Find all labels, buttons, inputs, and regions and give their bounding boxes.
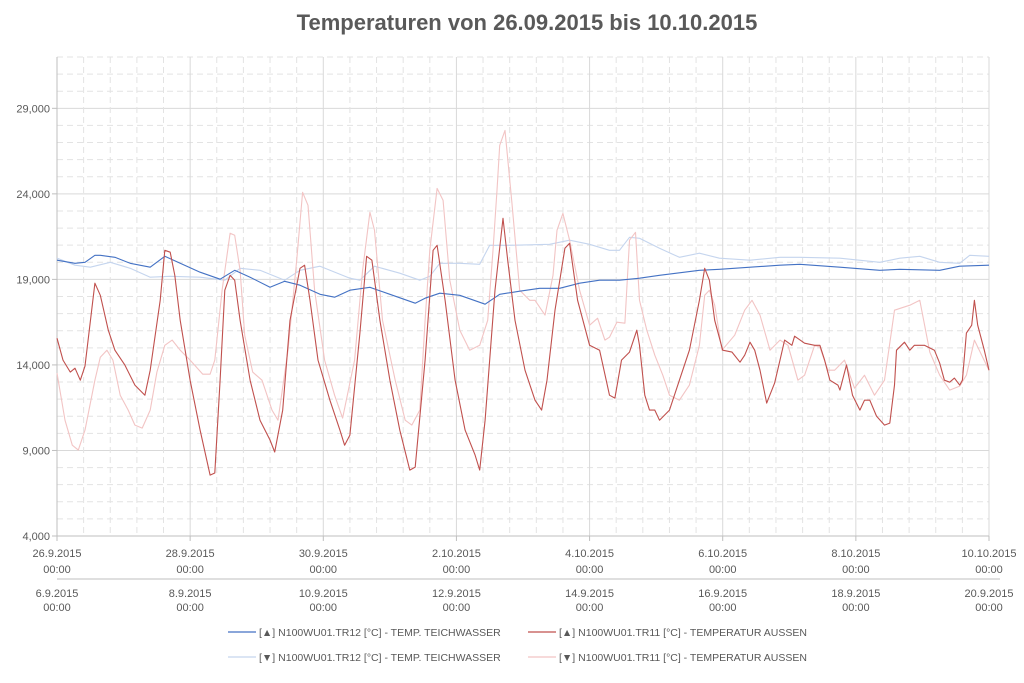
x-tick-time: 00:00 [709, 564, 737, 576]
legend-label: [▼] N100WU01.TR11 [°C] - TEMPERATUR AUSS… [559, 652, 807, 664]
secondary-x-tick-date: 10.9.2015 [299, 588, 348, 600]
y-tick-label: 19,000 [16, 274, 50, 286]
y-tick-label: 9,000 [22, 445, 50, 457]
x-tick-date: 4.10.2015 [565, 548, 614, 560]
series-line-2 [56, 254, 990, 305]
x-tick-time: 00:00 [176, 564, 204, 576]
x-tick-date: 6.10.2015 [698, 548, 747, 560]
y-tick-label: 24,000 [16, 189, 50, 201]
chart-title: Temperaturen von 26.09.2015 bis 10.10.20… [297, 10, 758, 35]
secondary-x-tick-date: 18.9.2015 [831, 588, 880, 600]
x-tick-time: 00:00 [43, 564, 71, 576]
y-tick-label: 14,000 [16, 360, 50, 372]
series-line-3 [56, 217, 990, 476]
legend: [▲] N100WU01.TR12 [°C] - TEMP. TEICHWASS… [228, 627, 807, 664]
series-layer [56, 129, 990, 476]
x-tick-date: 10.10.2015 [961, 548, 1016, 560]
secondary-x-tick-time: 00:00 [310, 602, 338, 614]
secondary-x-tick-time: 00:00 [43, 602, 71, 614]
y-tick-label: 4,000 [22, 531, 50, 543]
series-line-1 [56, 129, 990, 451]
secondary-x-tick-time: 00:00 [709, 602, 737, 614]
secondary-x-tick-date: 16.9.2015 [698, 588, 747, 600]
legend-label: [▼] N100WU01.TR12 [°C] - TEMP. TEICHWASS… [259, 652, 501, 664]
secondary-x-tick-time: 00:00 [842, 602, 870, 614]
secondary-x-tick-time: 00:00 [443, 602, 471, 614]
secondary-x-tick-date: 6.9.2015 [36, 588, 79, 600]
secondary-x-tick-time: 00:00 [576, 602, 604, 614]
x-tick-time: 00:00 [443, 564, 471, 576]
secondary-x-tick-date: 12.9.2015 [432, 588, 481, 600]
x-tick-date: 30.9.2015 [299, 548, 348, 560]
legend-label: [▲] N100WU01.TR11 [°C] - TEMPERATUR AUSS… [559, 627, 807, 639]
secondary-x-tick-date: 8.9.2015 [169, 588, 212, 600]
secondary-x-tick-date: 14.9.2015 [565, 588, 614, 600]
axes: 4,000 9,000 14,000 19,000 24,000 29,000 26.9.2… [16, 57, 1017, 614]
x-tick-date: 28.9.2015 [166, 548, 215, 560]
secondary-x-tick-date: 20.9.2015 [965, 588, 1014, 600]
secondary-x-tick-time: 00:00 [176, 602, 204, 614]
x-tick-time: 00:00 [842, 564, 870, 576]
series-line-0 [56, 236, 990, 281]
x-tick-time: 00:00 [576, 564, 604, 576]
x-tick-time: 00:00 [310, 564, 338, 576]
grid [57, 56, 990, 536]
x-tick-date: 2.10.2015 [432, 548, 481, 560]
x-tick-date: 26.9.2015 [33, 548, 82, 560]
legend-label: [▲] N100WU01.TR12 [°C] - TEMP. TEICHWASS… [259, 627, 501, 639]
y-tick-label: 29,000 [16, 103, 50, 115]
x-tick-time: 00:00 [975, 564, 1003, 576]
x-tick-date: 8.10.2015 [831, 548, 880, 560]
secondary-x-tick-time: 00:00 [975, 602, 1003, 614]
